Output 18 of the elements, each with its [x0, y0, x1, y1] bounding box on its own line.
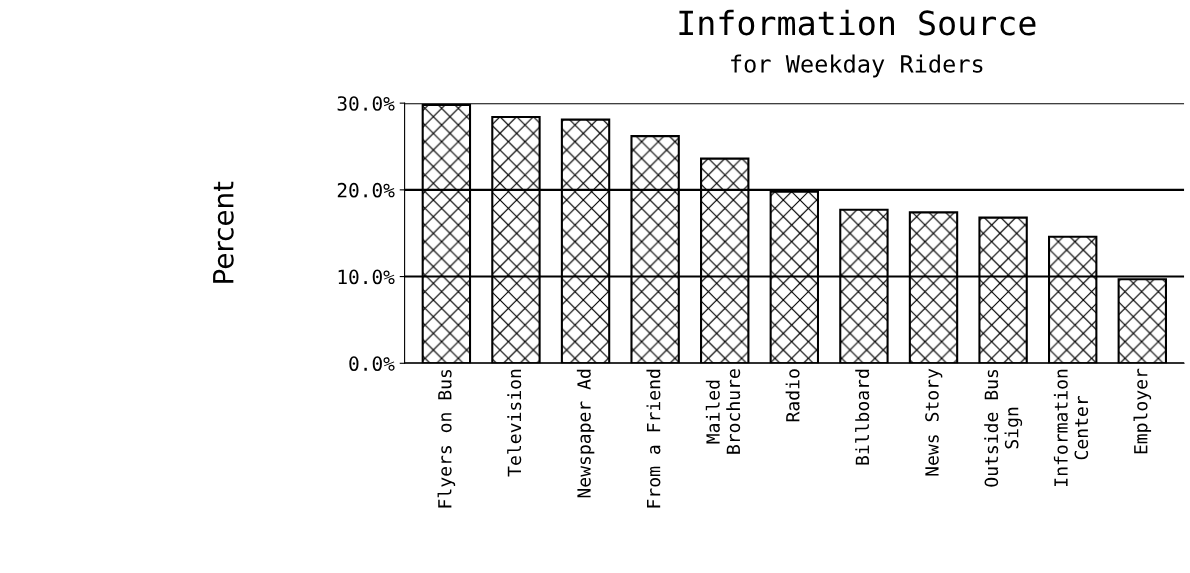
- y-tick-label: 30.0%: [337, 96, 395, 111]
- x-tick-label: Employer: [1133, 368, 1152, 454]
- chart-title: Information Source: [679, 9, 1036, 36]
- x-tick-label: Flyers on Bus: [437, 369, 456, 508]
- x-tick-label: Radio: [785, 369, 800, 422]
- y-tick-label: 10.0%: [338, 269, 395, 285]
- chart-subtitle: for Weekday Riders: [731, 54, 983, 78]
- x-tick-label: Information Center: [1053, 369, 1089, 486]
- y-tick-label: 20.0%: [337, 182, 395, 198]
- x-tick-label: Newspaper Ad: [576, 369, 595, 498]
- x-tick-label: From a Friend: [646, 369, 661, 508]
- y-axis-title: Percent: [213, 181, 234, 283]
- x-tick-label: Outside Bus Sign: [984, 369, 1023, 487]
- y-tick-label: 0.0%: [349, 356, 395, 371]
- x-tick-label: Television: [507, 369, 522, 477]
- x-tick-label: Billboard: [855, 369, 870, 465]
- x-tick-label: Mailed Brochure: [705, 369, 741, 454]
- x-tick-label: News Story: [925, 368, 943, 476]
